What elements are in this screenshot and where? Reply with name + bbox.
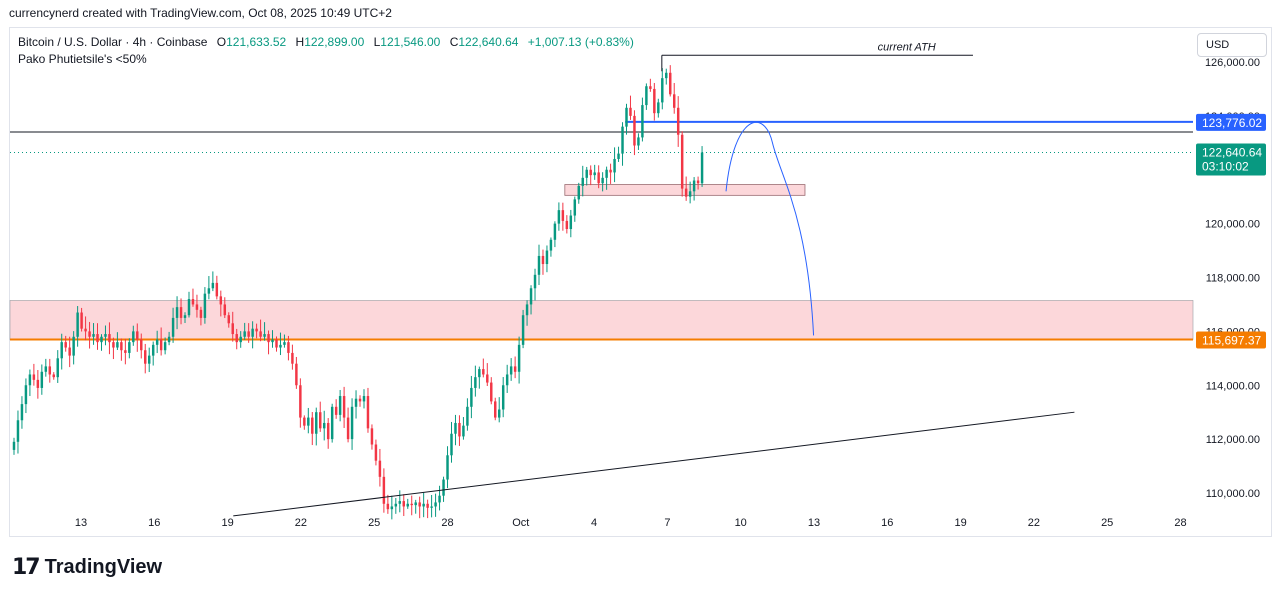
tradingview-logo[interactable]: 17 TradingView [12, 555, 162, 580]
high-value: 122,899.00 [304, 35, 365, 49]
low-value: 121,546.00 [380, 35, 441, 49]
credit-line: currencynerd created with TradingView.co… [9, 6, 392, 20]
tradingview-wordmark: TradingView [44, 556, 163, 578]
currency-button[interactable]: USD [1197, 33, 1267, 57]
tradingview-logo-icon: 17 [12, 555, 41, 580]
close-label: C [449, 35, 459, 49]
symbol-title[interactable]: Bitcoin / U.S. Dollar · 4h · Coinbase [18, 35, 208, 49]
indicator-label[interactable]: Pako Phutietsile's <50% [18, 52, 147, 66]
open-label: O [216, 35, 227, 49]
change-value: +1,007.13 (+0.83%) [527, 35, 634, 49]
open-value: 121,633.52 [226, 35, 287, 49]
chart-legend: Bitcoin / U.S. Dollar · 4h · Coinbase O1… [18, 34, 634, 68]
chart-frame[interactable] [9, 27, 1272, 537]
high-label: H [295, 35, 305, 49]
low-label: L [373, 35, 381, 49]
close-value: 122,640.64 [458, 35, 519, 49]
